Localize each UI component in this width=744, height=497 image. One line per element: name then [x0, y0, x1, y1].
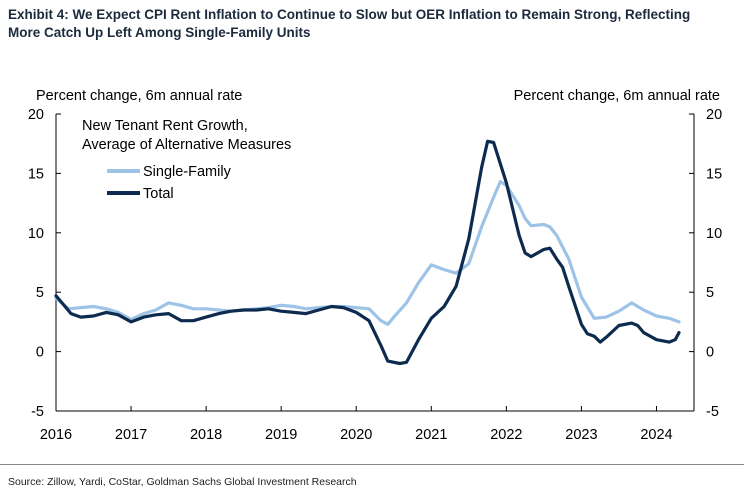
y-tick-label-left: 15	[28, 166, 44, 182]
x-tick-label: 2023	[565, 427, 597, 443]
legend-title-line-1: New Tenant Rent Growth,	[82, 118, 248, 134]
y-tick-label-right: -5	[706, 404, 719, 420]
y-tick-label-right: 20	[706, 107, 722, 123]
y-tick-label-left: 5	[36, 285, 44, 301]
legend: New Tenant Rent Growth, Average of Alter…	[82, 118, 291, 202]
x-tick-label: 2020	[340, 427, 372, 443]
x-tick-label: 2019	[265, 427, 297, 443]
y-axis-label-right: Percent change, 6m annual rate	[514, 88, 720, 104]
x-tick-label: 2021	[415, 427, 447, 443]
y-tick-label-right: 15	[706, 166, 722, 182]
chart-title-line-1: Exhibit 4: We Expect CPI Rent Inflation …	[8, 7, 691, 22]
legend-label-single-family: Single-Family	[143, 164, 232, 180]
y-tick-label-left: -5	[31, 404, 44, 420]
x-tick-label: 2016	[40, 427, 72, 443]
y-axis-label-left: Percent change, 6m annual rate	[36, 88, 242, 104]
x-tick-label: 2017	[115, 427, 147, 443]
y-tick-label-right: 0	[706, 345, 714, 361]
y-tick-label-left: 20	[28, 107, 44, 123]
x-tick-label: 2022	[490, 427, 522, 443]
series-line-total	[54, 139, 681, 366]
series-layer	[54, 139, 681, 366]
x-tick-label: 2018	[190, 427, 222, 443]
chart-title: Exhibit 4: We Expect CPI Rent Inflation …	[8, 6, 738, 42]
y-tick-label-right: 5	[706, 285, 714, 301]
y-tick-label-left: 0	[36, 345, 44, 361]
x-tick-label: 2024	[640, 427, 672, 443]
source-note: Source: Zillow, Yardi, CoStar, Goldman S…	[8, 476, 357, 488]
legend-label-total: Total	[143, 186, 174, 202]
footer-divider	[0, 464, 744, 465]
legend-title-line-2: Average of Alternative Measures	[82, 137, 291, 153]
y-tick-label-left: 10	[28, 226, 44, 242]
y-tick-label-right: 10	[706, 226, 722, 242]
series-line-single-family	[54, 180, 681, 326]
chart-title-line-2: More Catch Up Left Among Single-Family U…	[8, 25, 311, 40]
